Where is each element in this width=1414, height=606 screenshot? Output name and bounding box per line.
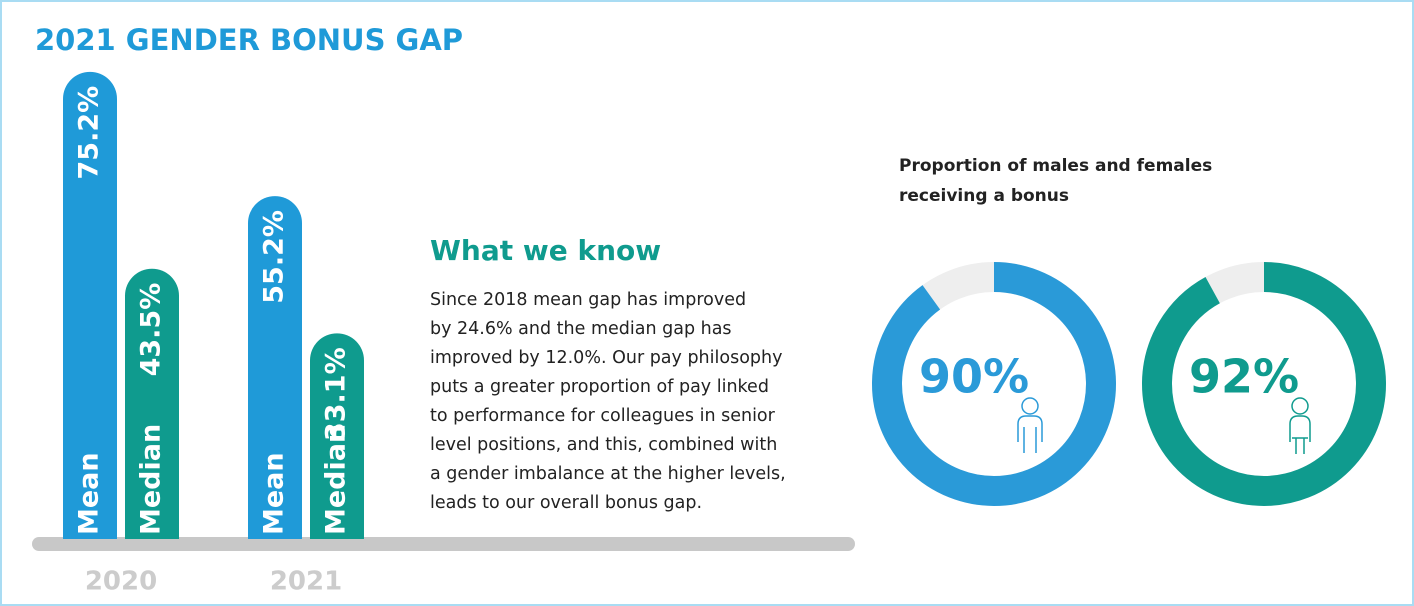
bar — [248, 196, 302, 540]
bar-series-label: Mean — [259, 452, 290, 535]
donut-title: receiving a bonus — [899, 186, 1069, 206]
donut-label: 92% — [1189, 350, 1299, 404]
donut-arc — [872, 262, 1116, 506]
baseline — [32, 537, 855, 551]
know-line: by 24.6% and the median gap has — [430, 319, 732, 339]
know-heading: What we know — [430, 234, 661, 267]
know-line: Since 2018 mean gap has improved — [430, 290, 746, 310]
donut-arc — [1142, 262, 1386, 506]
know-line: leads to our overall bonus gap. — [430, 493, 702, 513]
title: 2021 GENDER BONUS GAP — [35, 23, 463, 57]
bar-value-label: 75.2% — [74, 86, 105, 180]
donut-label: 90% — [919, 350, 1029, 404]
know-line: a gender imbalance at the higher levels, — [430, 464, 786, 484]
male-icon — [1017, 397, 1043, 453]
bar-series-label: Mean — [74, 452, 105, 535]
know-line: improved by 12.0%. Our pay philosophy — [430, 348, 782, 368]
bar-series-label: Median — [136, 424, 167, 535]
bar-value-label: 55.2% — [259, 210, 290, 304]
bar-series-label: Median — [321, 424, 352, 535]
know-line: level positions, and this, combined with — [430, 435, 777, 455]
bar-value-label: 33.1% — [321, 347, 352, 441]
bar — [310, 333, 364, 539]
bar — [125, 268, 179, 539]
year-label: 2020 — [85, 567, 157, 597]
know-line: puts a greater proportion of pay linked — [430, 377, 769, 397]
bar-value-label: 43.5% — [136, 283, 167, 377]
donut-title: Proportion of males and females — [899, 156, 1212, 176]
bar — [63, 71, 117, 539]
female-icon — [1289, 397, 1311, 454]
year-label: 2021 — [270, 567, 342, 597]
know-line: to performance for colleagues in senior — [430, 406, 776, 426]
